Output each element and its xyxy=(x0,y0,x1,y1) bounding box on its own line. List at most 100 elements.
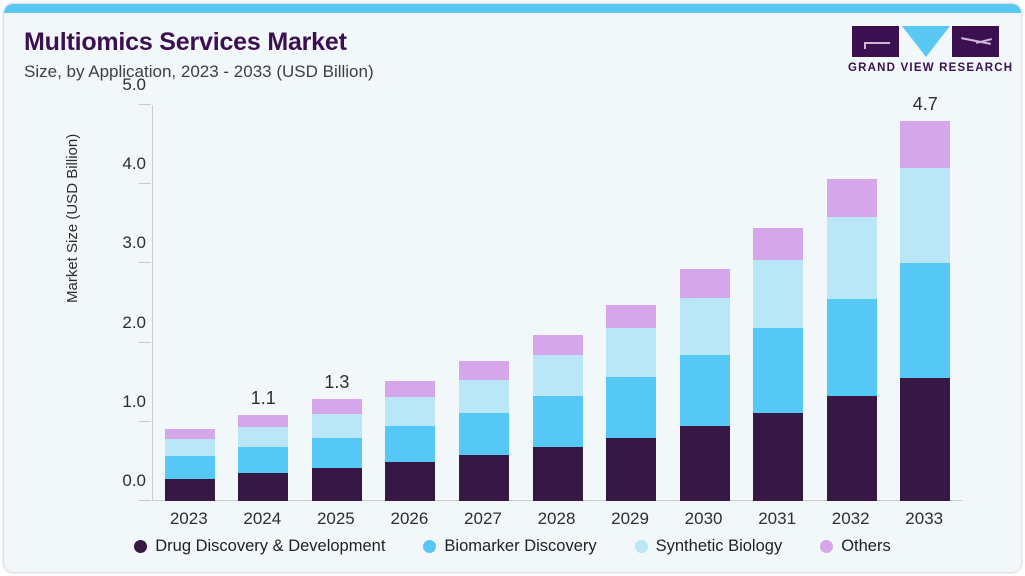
x-axis-tick-label: 2024 xyxy=(243,509,282,528)
bar-segment[interactable] xyxy=(826,396,877,501)
x-axis-tick-label: 2029 xyxy=(611,509,649,528)
bar-segment[interactable] xyxy=(606,304,657,329)
bar-segment[interactable] xyxy=(606,376,657,438)
logo-r-icon xyxy=(952,26,999,57)
x-axis-tick-label: 2031 xyxy=(758,509,797,528)
bar-segment[interactable] xyxy=(900,167,951,264)
bar-segment[interactable] xyxy=(900,263,951,379)
legend-item[interactable]: Drug Discovery & Development xyxy=(134,537,385,556)
bar-segment[interactable] xyxy=(311,413,362,438)
bar-segment[interactable] xyxy=(238,414,289,428)
bar-segment[interactable] xyxy=(458,413,509,456)
bar-segment[interactable] xyxy=(458,360,509,380)
bar-segment[interactable] xyxy=(679,298,730,355)
bar-segment[interactable] xyxy=(311,437,362,468)
bar-segment[interactable] xyxy=(385,397,436,426)
y-axis-tick-label: 4.0 xyxy=(122,154,146,174)
x-axis-tick-label: 2025 xyxy=(316,509,355,528)
bar-segment[interactable] xyxy=(826,216,877,300)
grand-view-research-logo: GRAND VIEW RESEARCH xyxy=(848,26,1014,81)
bar-segment[interactable] xyxy=(458,455,509,501)
bar-stack xyxy=(679,268,730,501)
bar-stack xyxy=(606,304,657,501)
y-axis-tick xyxy=(139,341,151,343)
bar-group[interactable] xyxy=(458,105,509,501)
bar-segment[interactable] xyxy=(238,427,289,448)
bar-segment[interactable] xyxy=(679,268,730,299)
bar-stack xyxy=(458,360,509,501)
x-axis-tick-label: 2032 xyxy=(831,509,870,528)
bar-group[interactable]: 4.7 xyxy=(900,94,951,501)
bar-segment[interactable] xyxy=(900,378,951,501)
y-axis-tick xyxy=(139,420,151,422)
x-axis-tick-label: 2027 xyxy=(464,509,502,528)
logo-v-icon xyxy=(902,26,950,57)
bar-stack xyxy=(311,398,362,501)
bar-stack xyxy=(900,120,951,501)
bar-group[interactable] xyxy=(385,105,436,501)
bar-series-container: 1.1 1.3 4.7 xyxy=(153,94,962,501)
bar-segment[interactable] xyxy=(679,354,730,426)
bar-segment[interactable] xyxy=(458,379,509,414)
bar-value-label: 1.3 xyxy=(324,371,350,392)
logo-marks xyxy=(848,26,1003,57)
bar-segment[interactable] xyxy=(826,299,877,397)
bar-segment[interactable] xyxy=(311,398,362,414)
bar-segment[interactable] xyxy=(164,455,215,479)
bar-group[interactable]: 1.1 xyxy=(238,105,289,501)
bar-segment[interactable] xyxy=(164,428,215,440)
bar-segment[interactable] xyxy=(238,447,289,474)
chart-legend: Drug Discovery & Development Biomarker Di… xyxy=(4,537,1021,556)
bar-segment[interactable] xyxy=(385,462,436,501)
bar-segment[interactable] xyxy=(311,467,362,501)
x-axis-tick-label: 2033 xyxy=(905,509,944,528)
bar-group[interactable] xyxy=(753,105,804,501)
bar-segment[interactable] xyxy=(164,439,215,456)
x-axis-tick-label: 2023 xyxy=(169,509,208,528)
bar-segment[interactable] xyxy=(753,260,804,329)
bar-segment[interactable] xyxy=(753,328,804,414)
bar-segment[interactable] xyxy=(532,396,583,448)
bar-segment[interactable] xyxy=(753,227,804,261)
y-axis-tick xyxy=(139,104,151,105)
bar-stack xyxy=(753,227,804,501)
bar-segment[interactable] xyxy=(532,447,583,501)
bar-segment[interactable] xyxy=(606,328,657,377)
chart-card: Multiomics Services Market Size, by Appl… xyxy=(4,4,1021,572)
bar-segment[interactable] xyxy=(385,425,436,463)
bar-segment[interactable] xyxy=(826,179,877,217)
legend-item[interactable]: Others xyxy=(820,537,891,556)
legend-swatch-icon xyxy=(820,540,834,553)
bar-segment[interactable] xyxy=(238,473,289,501)
bar-group[interactable] xyxy=(532,105,583,501)
bar-group[interactable] xyxy=(826,105,877,501)
bar-stack xyxy=(238,414,289,501)
bar-group[interactable] xyxy=(606,105,657,501)
legend-item[interactable]: Synthetic Biology xyxy=(634,537,782,556)
plot-area: 0.0 1.0 2.0 3.0 4.0 5.0 1.1 1.3 4.7 2023 2024 202… xyxy=(122,75,962,528)
y-axis-tick xyxy=(139,183,151,185)
bar-segment[interactable] xyxy=(164,478,215,501)
bar-segment[interactable] xyxy=(532,355,583,397)
legend-item[interactable]: Biomarker Discovery xyxy=(423,537,597,556)
bar-stack xyxy=(385,381,436,501)
bar-group[interactable] xyxy=(164,105,215,501)
bar-segment[interactable] xyxy=(385,381,436,398)
logo-wordmark: GRAND VIEW RESEARCH xyxy=(848,62,1014,74)
x-axis-tick-label: 2028 xyxy=(537,509,576,528)
bar-segment[interactable] xyxy=(753,413,804,501)
bar-group[interactable]: 1.3 xyxy=(311,105,362,501)
bar-group[interactable] xyxy=(679,105,730,501)
bar-segment[interactable] xyxy=(900,120,951,168)
legend-swatch-icon xyxy=(423,540,437,553)
legend-item-label: Drug Discovery & Development xyxy=(155,537,386,555)
bar-segment[interactable] xyxy=(532,334,583,356)
bar-segment[interactable] xyxy=(679,425,730,501)
legend-item-label: Others xyxy=(841,537,891,555)
bar-segment[interactable] xyxy=(606,437,657,501)
y-axis-tick-label: 0.0 xyxy=(122,471,146,490)
legend-swatch-icon xyxy=(634,540,648,553)
y-axis-tick-label: 2.0 xyxy=(122,312,146,332)
top-accent-bar xyxy=(4,4,1021,13)
